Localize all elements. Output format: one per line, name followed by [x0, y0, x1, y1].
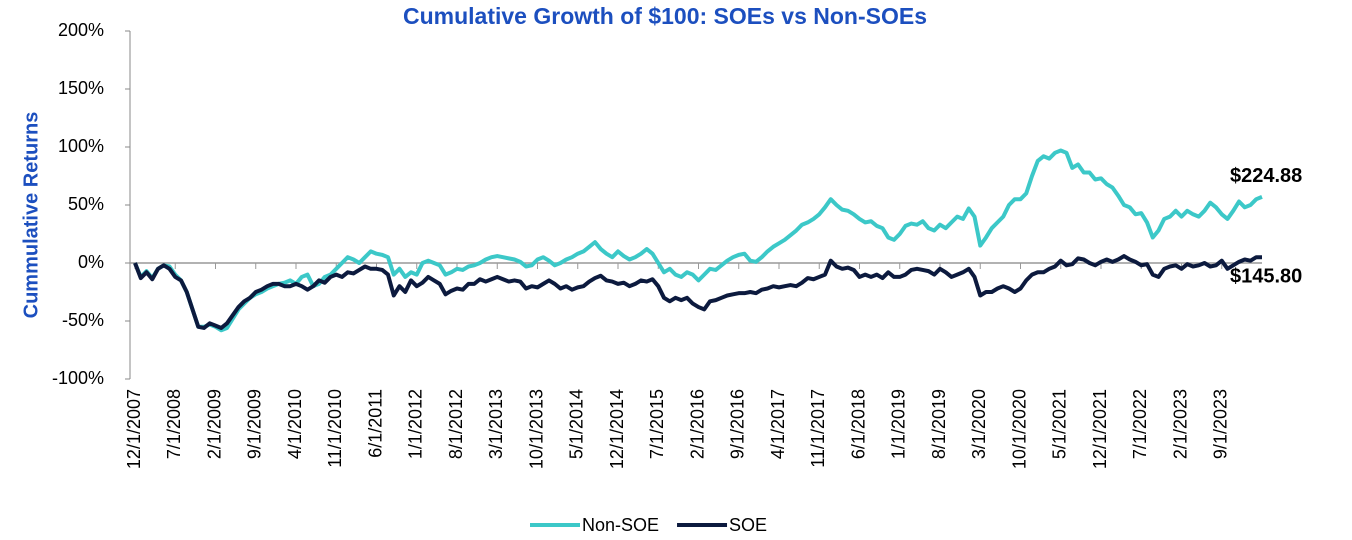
annotation: $224.88	[1230, 165, 1302, 187]
x-tick-label: 5/1/2021	[1050, 389, 1070, 459]
x-tick-label: 4/1/2010	[285, 389, 305, 459]
x-tick-label: 2/1/2009	[204, 389, 224, 459]
y-tick-label: 150%	[58, 78, 104, 98]
x-tick-label: 7/1/2022	[1130, 389, 1150, 459]
x-tick-label: 11/1/2010	[325, 389, 345, 468]
x-tick-label: 12/1/2021	[1090, 389, 1110, 469]
y-axis-title: Cummulative Returns	[20, 112, 42, 319]
x-tick-label: 3/1/2020	[969, 389, 989, 459]
x-tick-label: 1/1/2019	[889, 389, 909, 459]
x-tick-label: 1/1/2012	[406, 389, 426, 459]
series-line	[133, 254, 1262, 330]
x-tick-label: 9/1/2016	[728, 389, 748, 459]
series-line	[133, 148, 1263, 333]
x-tick-label: 8/1/2012	[446, 389, 466, 459]
legend-label: Non-SOE	[582, 515, 659, 535]
y-tick-label: -100%	[52, 368, 104, 388]
x-tick-label: 9/1/2009	[245, 389, 265, 459]
x-tick-label: 4/1/2017	[768, 389, 788, 459]
y-tick-label: 50%	[68, 194, 104, 214]
x-tick-label: 12/1/2007	[124, 389, 144, 469]
x-tick-label: 7/1/2008	[164, 389, 184, 459]
x-tick-label: 9/1/2023	[1211, 389, 1231, 459]
y-tick-label: 0%	[78, 252, 104, 272]
annotation: $145.80	[1230, 265, 1302, 287]
x-tick-label: 11/1/2017	[808, 389, 828, 468]
x-tick-label: 2/1/2016	[687, 389, 707, 459]
y-tick-label: 200%	[58, 20, 104, 40]
x-tick-label: 7/1/2015	[647, 389, 667, 459]
x-tick-label: 3/1/2013	[486, 389, 506, 459]
x-tick-label: 10/1/2013	[526, 389, 546, 469]
x-tick-label: 2/1/2023	[1170, 389, 1190, 459]
x-tick-label: 5/1/2014	[567, 389, 587, 459]
x-tick-label: 6/1/2011	[365, 389, 385, 458]
legend-label: SOE	[729, 515, 767, 535]
x-tick-label: 8/1/2019	[929, 389, 949, 459]
x-tick-label: 12/1/2014	[607, 389, 627, 469]
x-tick-label: 10/1/2020	[1009, 389, 1029, 469]
y-tick-label: 100%	[58, 136, 104, 156]
x-tick-label: 6/1/2018	[848, 389, 868, 459]
y-tick-label: -50%	[62, 310, 104, 330]
chart-title: Cumulative Growth of $100: SOEs vs Non-S…	[403, 3, 927, 29]
